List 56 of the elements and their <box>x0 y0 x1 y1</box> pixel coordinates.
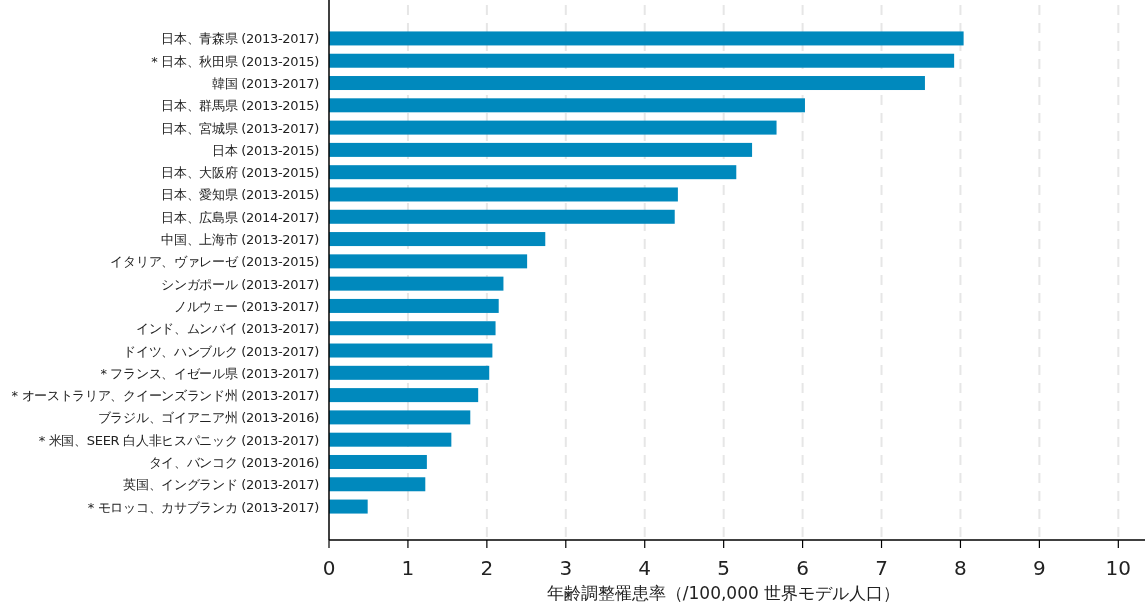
bar <box>329 499 368 514</box>
y-tick-label: 日本、愛知県 (2013-2015) <box>161 187 319 203</box>
x-tick-label: 4 <box>638 556 652 580</box>
x-tick-label: 3 <box>559 556 573 580</box>
bar <box>329 165 737 180</box>
bar <box>329 232 546 247</box>
y-tick-label: * モロッコ、カサブランカ (2013-2017) <box>87 499 319 515</box>
y-tick-label: タイ、バンコク (2013-2016) <box>148 454 319 470</box>
bar <box>329 187 678 202</box>
bar <box>329 53 955 68</box>
bar <box>329 365 490 380</box>
bar <box>329 142 753 157</box>
bar <box>329 477 426 492</box>
y-tick-label: イタリア、ヴァレーゼ (2013-2015) <box>110 254 319 270</box>
bar <box>329 454 427 469</box>
y-tick-label: ドイツ、ハンブルク (2013-2017) <box>123 343 319 359</box>
y-tick-label: ブラジル、ゴイアニア州 (2013-2016) <box>97 410 319 426</box>
y-tick-label: 韓国 (2013-2017) <box>212 76 319 92</box>
y-tick-label: シンガポール (2013-2017) <box>161 276 319 292</box>
y-tick-label: 日本、青森県 (2013-2017) <box>161 31 319 47</box>
y-tick-label: ノルウェー (2013-2017) <box>173 298 319 314</box>
x-tick-label: 0 <box>322 556 336 580</box>
y-tick-label: 日本、宮城県 (2013-2017) <box>161 120 319 136</box>
y-tick-label: 日本 (2013-2015) <box>212 142 319 158</box>
x-tick-label: 10 <box>1105 556 1132 580</box>
bar <box>329 98 805 113</box>
bar <box>329 209 675 224</box>
bar <box>329 432 452 447</box>
bar <box>329 410 471 425</box>
y-tick-label: * フランス、イゼール県 (2013-2017) <box>100 365 319 381</box>
x-tick-label: 8 <box>954 556 967 580</box>
bar <box>329 254 528 269</box>
x-tick-label: 1 <box>401 556 415 580</box>
x-tick-label: 7 <box>875 556 888 580</box>
bar <box>329 298 499 313</box>
y-tick-label: 日本、群馬県 (2013-2015) <box>161 98 319 114</box>
bar <box>329 76 925 91</box>
bar <box>329 321 496 336</box>
y-tick-label: * 米国、SEER 白人非ヒスパニック (2013-2017) <box>38 432 319 448</box>
y-tick-label: 日本、大阪府 (2013-2015) <box>161 165 319 181</box>
bar <box>329 276 504 291</box>
y-tick-label: * 日本、秋田県 (2013-2015) <box>151 53 319 69</box>
y-tick-label: 中国、上海市 (2013-2017) <box>161 232 319 248</box>
bar <box>329 388 479 403</box>
x-axis-title: 年齢調整罹患率（/100,000 世界モデル人口） <box>546 583 901 603</box>
bar <box>329 31 964 46</box>
y-tick-label: インド、ムンバイ (2013-2017) <box>135 321 319 337</box>
x-tick-label: 2 <box>480 556 494 580</box>
y-tick-label: * オーストラリア、クイーンズランド州 (2013-2017) <box>11 388 319 404</box>
x-tick-label: 5 <box>717 556 731 580</box>
y-tick-label: 日本、広島県 (2014-2017) <box>161 209 319 225</box>
bar <box>329 120 777 135</box>
y-tick-label: 英国、イングランド (2013-2017) <box>123 477 319 493</box>
x-tick-label: 6 <box>796 556 809 580</box>
x-tick-label: 9 <box>1033 556 1046 580</box>
bar <box>329 343 493 358</box>
